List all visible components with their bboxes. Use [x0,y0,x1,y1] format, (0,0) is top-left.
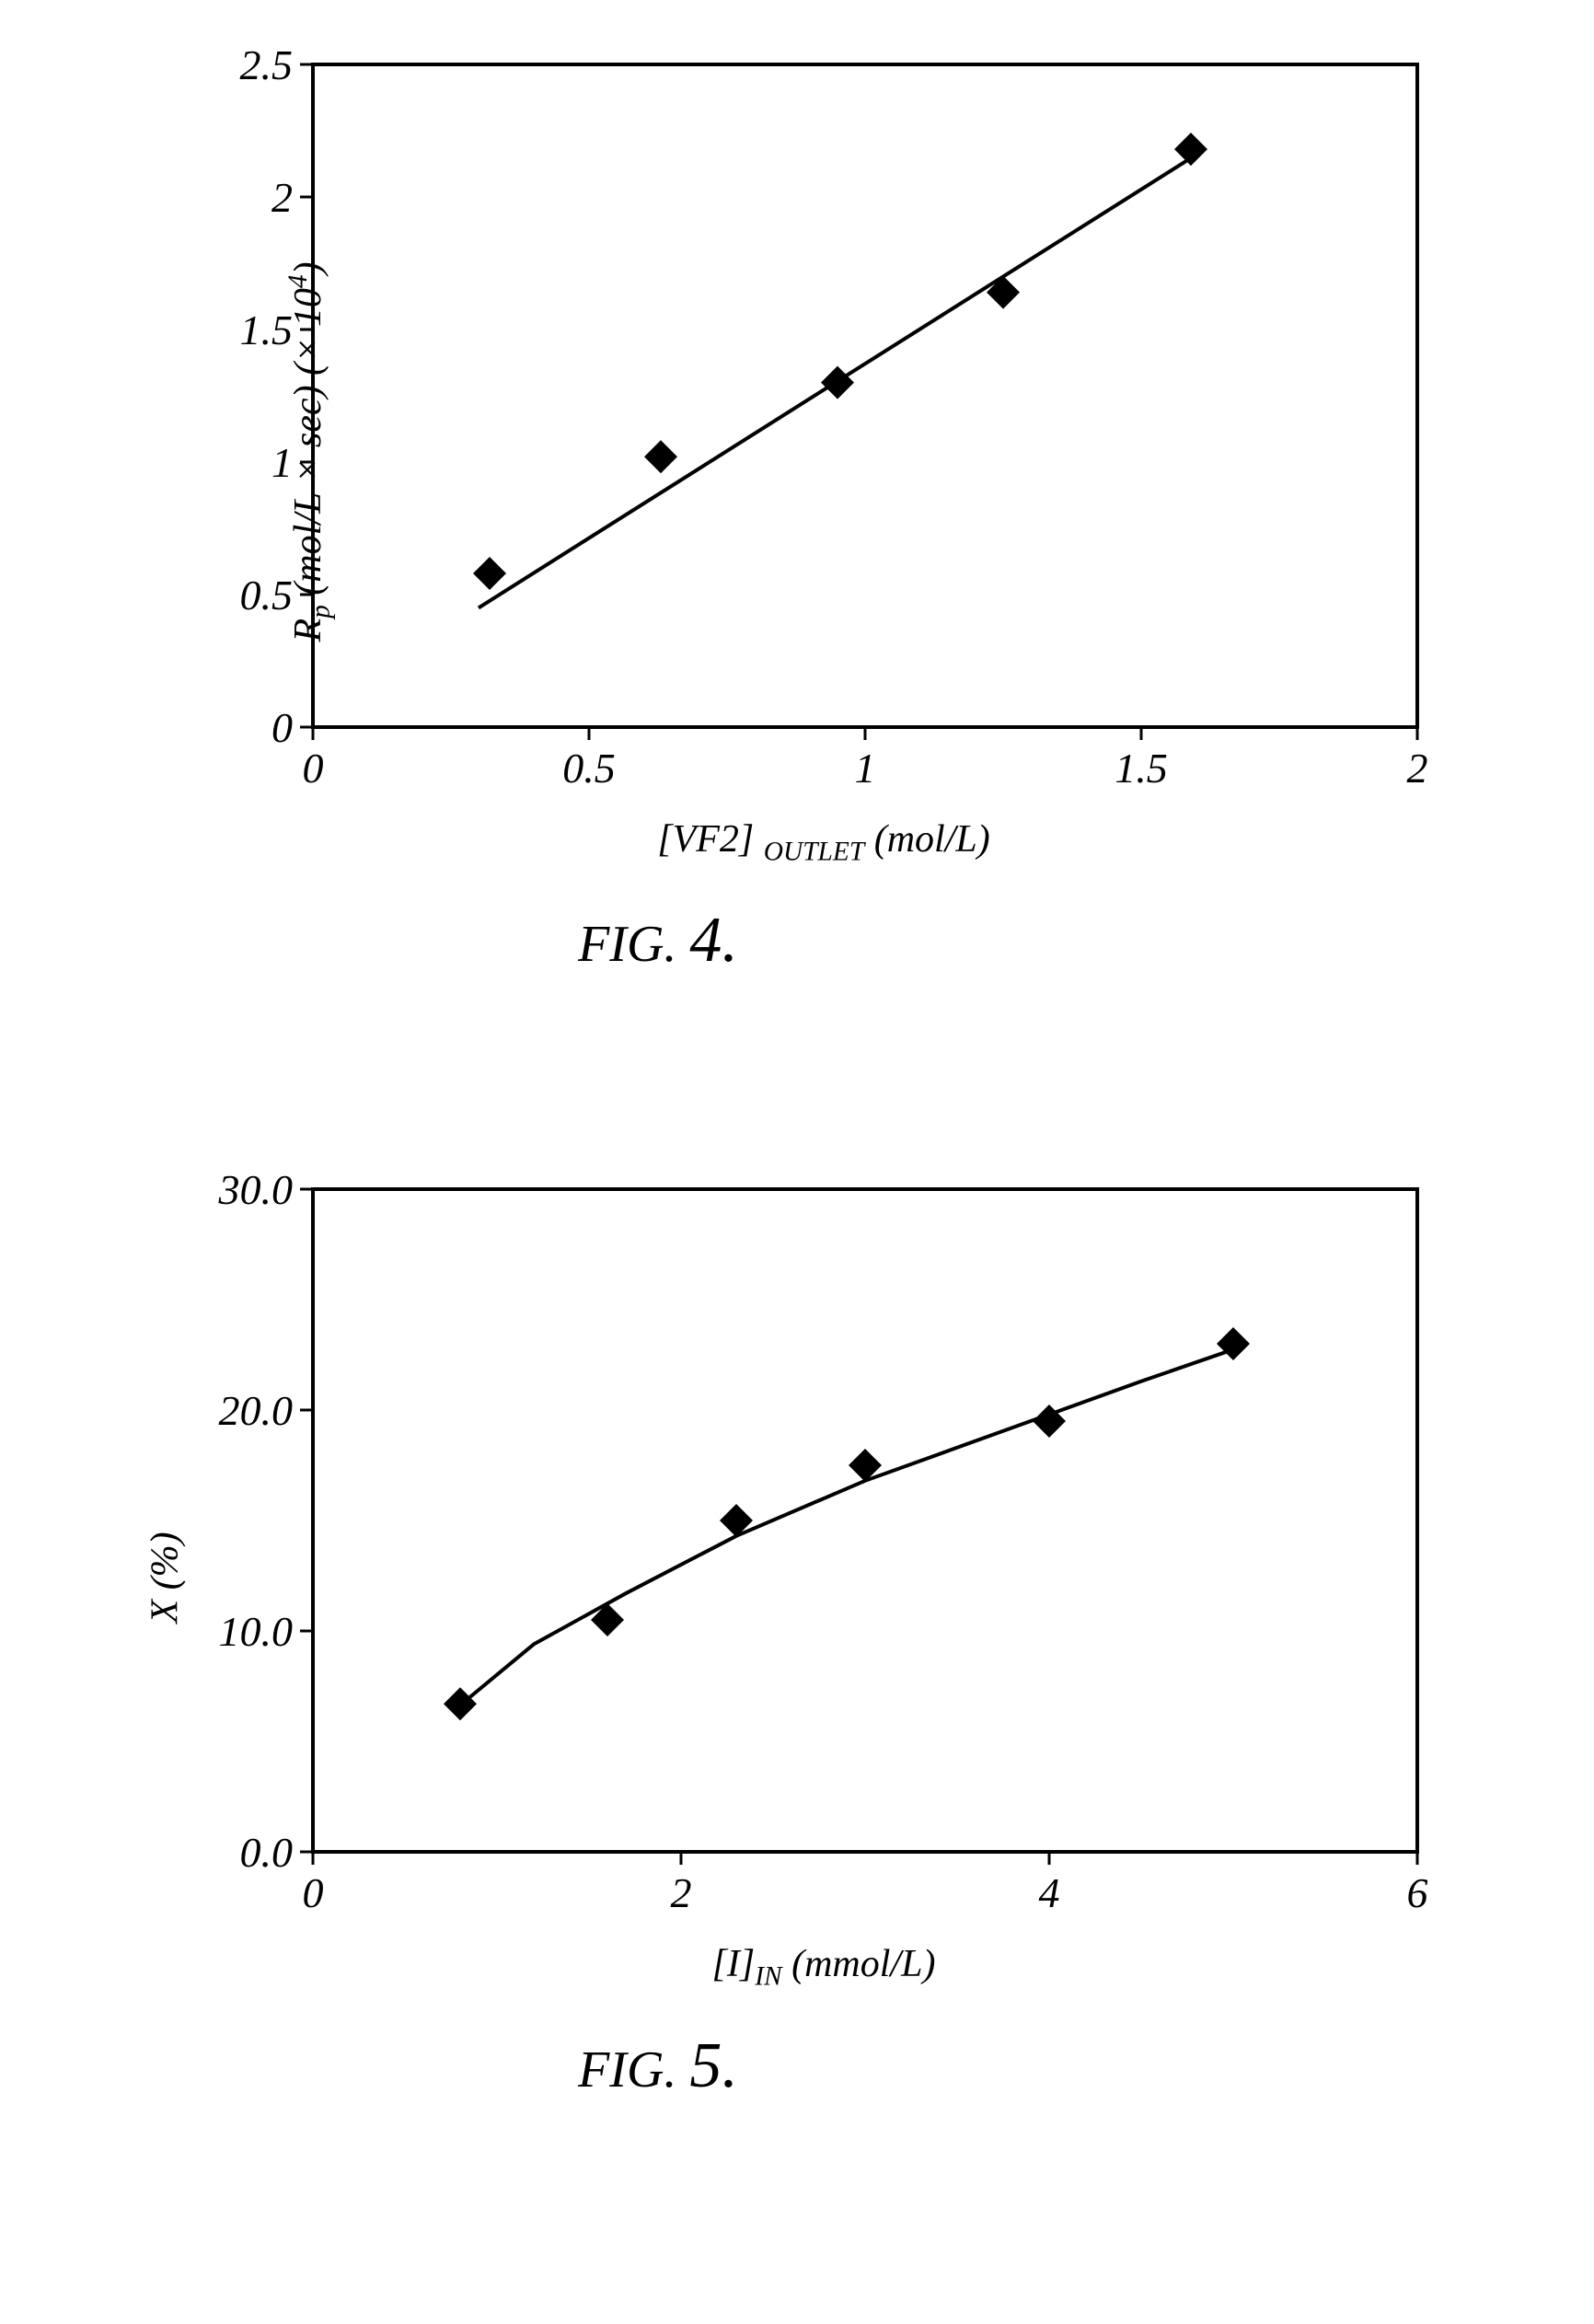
data-point-marker [987,276,1020,309]
svg-text:2: 2 [1407,745,1428,792]
fig4-y-axis-label: Rp (mol/L × sec) (× 104) [283,262,336,642]
fig4-ylabel-main: R [287,619,329,642]
svg-text:2: 2 [271,174,293,221]
fig4-ylabel-sub: p [306,605,335,619]
fig5-x-axis-label: [I]IN (mmol/L) [202,1942,1445,1992]
svg-text:6: 6 [1407,1869,1428,1916]
fig4-caption-number: 4. [689,905,738,976]
fig4-xlabel-main: [VF2] [657,818,764,861]
fig4-chart-wrap: Rp (mol/L × sec) (× 104) 00.511.5200.511… [202,37,1557,867]
data-point-marker [644,440,677,473]
fig4-caption: FIG. 4. [37,904,1279,977]
svg-text:1: 1 [855,745,876,792]
fig5-chart-wrap: X (%) 02460.010.020.030.0 [I]IN (mmol/L) [202,1162,1557,1992]
fig5-xlabel-main: [I] [712,1943,756,1985]
fig4-x-axis-label: [VF2] OUTLET (mol/L) [202,817,1445,867]
fig4-caption-prefix: FIG. [578,916,689,973]
data-point-marker [444,1688,477,1721]
svg-text:30.0: 30.0 [218,1166,294,1213]
data-point-marker [473,557,506,590]
figure-5: X (%) 0 2 4 6 0.0 10.0 20.0 30.0 [I]IN (mmol/L)… [37,1162,1557,2102]
svg-text:0.0: 0.0 [240,1829,294,1876]
fig5-plot: 0 2 4 6 0.0 10.0 20.0 30.0 [202,1162,1445,1935]
fig5-caption-number: 5. [689,2030,738,2101]
data-point-marker [821,366,854,399]
svg-text:0.5: 0.5 [562,745,616,792]
svg-text:20.0: 20.0 [219,1387,294,1434]
fig4-ylabel-units1: (mol/L × sec) (× 10 [287,288,329,605]
svg-text:10.0: 10.0 [219,1608,294,1655]
svg-text:0: 0 [303,1869,324,1916]
fig4-xlabel-units: (mol/L) [864,818,990,861]
svg-text:4: 4 [1039,1869,1060,1916]
fig4-ylabel-sup: 4 [283,275,313,289]
fig4-plot: 00.511.5200.511.522.5 [202,37,1445,810]
svg-text:0: 0 [303,745,324,792]
figure-4: Rp (mol/L × sec) (× 104) 00.511.5200.511… [37,37,1557,977]
fig5-xlabel-units: (mmol/L) [782,1943,936,1985]
svg-text:0: 0 [271,704,293,751]
svg-text:2.5: 2.5 [240,41,294,88]
fig5-caption-prefix: FIG. [578,2041,689,2099]
fig5-y-axis-label: X (%) [144,1532,188,1623]
fig4-ylabel-units2: ) [287,262,329,275]
data-point-marker [1174,133,1207,166]
svg-text:1.5: 1.5 [1115,745,1168,792]
svg-text:2: 2 [671,1869,692,1916]
fig4-xlabel-sub: OUTLET [764,837,864,866]
fig5-caption: FIG. 5. [37,2029,1279,2103]
fig5-ylabel: X (%) [144,1532,187,1623]
fig5-xlabel-sub: IN [755,1962,781,1992]
